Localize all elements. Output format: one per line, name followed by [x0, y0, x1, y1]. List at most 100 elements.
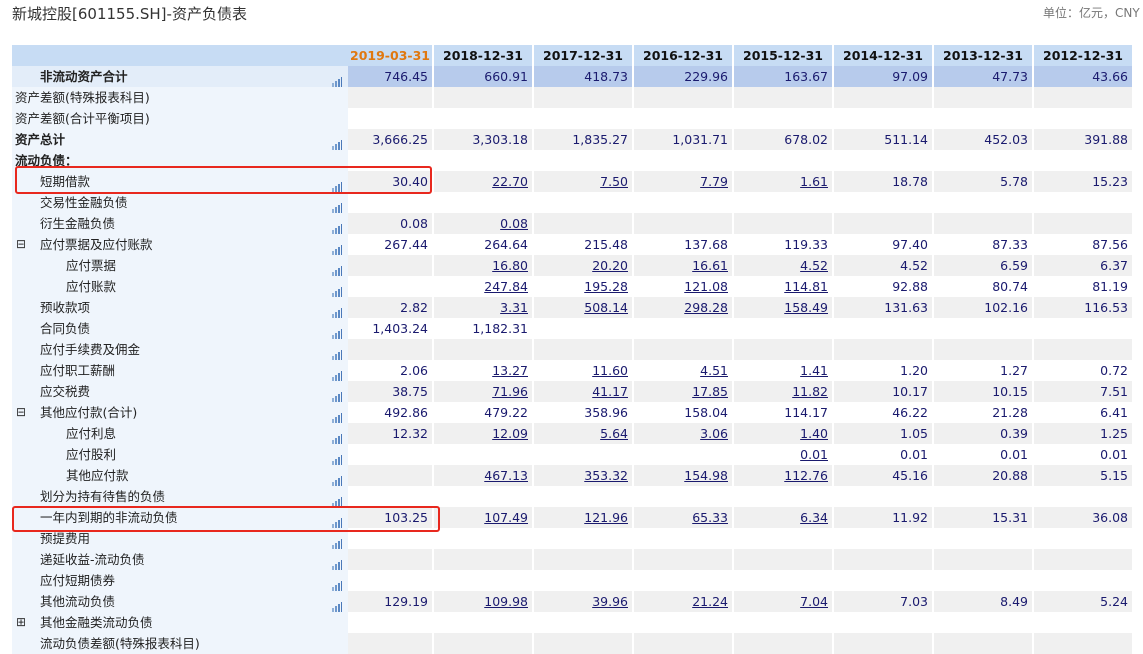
table-row: 资产差额(合计平衡项目): [12, 108, 1134, 129]
value-link[interactable]: 1.40: [800, 426, 828, 441]
value-link[interactable]: 65.33: [692, 510, 728, 525]
value-link[interactable]: 13.27: [492, 363, 528, 378]
value-cell: [934, 549, 1034, 570]
bar-chart-icon[interactable]: [332, 72, 342, 87]
value-link[interactable]: 39.96: [592, 594, 628, 609]
value-link[interactable]: 6.34: [800, 510, 828, 525]
value-link[interactable]: 20.20: [592, 258, 628, 273]
bar-chart-icon[interactable]: [332, 261, 342, 276]
bar-chart-icon[interactable]: [332, 471, 342, 486]
value-link[interactable]: 0.08: [500, 216, 528, 231]
column-header-2013-12-31[interactable]: 2013-12-31: [934, 45, 1034, 66]
bar-chart-icon[interactable]: [332, 576, 342, 591]
minus-box-icon[interactable]: ⊟: [16, 237, 27, 251]
value-link[interactable]: 508.14: [584, 300, 628, 315]
value-cell: 6.34: [734, 507, 834, 528]
bar-chart-icon[interactable]: [332, 429, 342, 444]
bar-chart-icon[interactable]: [332, 135, 342, 150]
value-link[interactable]: 7.79: [700, 174, 728, 189]
value-link[interactable]: 11.60: [592, 363, 628, 378]
value-link[interactable]: 22.70: [492, 174, 528, 189]
value-cell: [734, 108, 834, 129]
value-link[interactable]: 71.96: [492, 384, 528, 399]
value-link[interactable]: 3.31: [500, 300, 528, 315]
value-link[interactable]: 16.80: [492, 258, 528, 273]
row-label: 应付手续费及佣金: [40, 342, 141, 357]
value-link[interactable]: 195.28: [584, 279, 628, 294]
value-link[interactable]: 467.13: [484, 468, 528, 483]
value-link[interactable]: 41.17: [592, 384, 628, 399]
column-header-2019-03-31[interactable]: 2019-03-31: [348, 45, 434, 66]
bar-chart-icon[interactable]: [332, 219, 342, 234]
column-header-2018-12-31[interactable]: 2018-12-31: [434, 45, 534, 66]
value-cell: [934, 339, 1034, 360]
bar-chart-icon[interactable]: [332, 387, 342, 402]
value-cell: 8.49: [934, 591, 1034, 612]
value-cell: 508.14: [534, 297, 634, 318]
value-cell: [634, 570, 734, 591]
bar-chart-icon[interactable]: [332, 282, 342, 297]
bar-chart-icon[interactable]: [332, 450, 342, 465]
value-text: 15.23: [1092, 174, 1128, 189]
value-link[interactable]: 114.81: [784, 279, 828, 294]
bar-chart-icon[interactable]: [332, 492, 342, 507]
value-cell: [1034, 570, 1134, 591]
value-text: 8.49: [1000, 594, 1028, 609]
bar-chart-icon[interactable]: [332, 198, 342, 213]
bar-chart-icon[interactable]: [332, 534, 342, 549]
value-link[interactable]: 158.49: [784, 300, 828, 315]
row-label: 其他金融类流动负债: [40, 615, 153, 630]
value-link[interactable]: 109.98: [484, 594, 528, 609]
value-link[interactable]: 4.52: [800, 258, 828, 273]
value-link[interactable]: 12.09: [492, 426, 528, 441]
value-link[interactable]: 247.84: [484, 279, 528, 294]
column-header-2012-12-31[interactable]: 2012-12-31: [1034, 45, 1134, 66]
highlight-box-current-portion-noncurrent: [12, 506, 440, 532]
bar-chart-icon[interactable]: [332, 324, 342, 339]
value-link[interactable]: 154.98: [684, 468, 728, 483]
value-link[interactable]: 21.24: [692, 594, 728, 609]
value-link[interactable]: 3.06: [700, 426, 728, 441]
value-cell: 5.78: [934, 171, 1034, 192]
value-text: 391.88: [1084, 132, 1128, 147]
value-link[interactable]: 11.82: [792, 384, 828, 399]
value-link[interactable]: 4.51: [700, 363, 728, 378]
column-header-2015-12-31[interactable]: 2015-12-31: [734, 45, 834, 66]
bar-chart-icon[interactable]: [332, 240, 342, 255]
value-link[interactable]: 298.28: [684, 300, 728, 315]
bar-chart-icon[interactable]: [332, 408, 342, 423]
bar-chart-icon[interactable]: [332, 177, 342, 192]
value-link[interactable]: 17.85: [692, 384, 728, 399]
value-cell: [534, 108, 634, 129]
minus-box-icon[interactable]: ⊟: [16, 405, 27, 419]
value-cell: 15.31: [934, 507, 1034, 528]
plus-box-icon[interactable]: ⊞: [16, 615, 27, 629]
value-link[interactable]: 1.41: [800, 363, 828, 378]
value-link[interactable]: 7.50: [600, 174, 628, 189]
value-cell: [434, 87, 534, 108]
column-header-2017-12-31[interactable]: 2017-12-31: [534, 45, 634, 66]
row-label: 资产差额(特殊报表科目): [15, 90, 150, 105]
value-link[interactable]: 121.08: [684, 279, 728, 294]
value-link[interactable]: 0.01: [800, 447, 828, 462]
value-link[interactable]: 7.04: [800, 594, 828, 609]
value-link[interactable]: 1.61: [800, 174, 828, 189]
value-link[interactable]: 353.32: [584, 468, 628, 483]
value-link[interactable]: 107.49: [484, 510, 528, 525]
column-header-2014-12-31[interactable]: 2014-12-31: [834, 45, 934, 66]
value-link[interactable]: 121.96: [584, 510, 628, 525]
bar-chart-icon[interactable]: [332, 555, 342, 570]
value-cell: [934, 318, 1034, 339]
column-header-2016-12-31[interactable]: 2016-12-31: [634, 45, 734, 66]
bar-chart-icon[interactable]: [332, 366, 342, 381]
bar-chart-icon[interactable]: [332, 597, 342, 612]
value-link[interactable]: 16.61: [692, 258, 728, 273]
value-link[interactable]: 112.76: [784, 468, 828, 483]
balance-sheet-table: 2019-03-31 2018-12-31 2017-12-31 2016-12-31…: [12, 45, 1134, 654]
value-cell: [1034, 150, 1134, 171]
value-cell: 18.78: [834, 171, 934, 192]
value-link[interactable]: 5.64: [600, 426, 628, 441]
bar-chart-icon[interactable]: [332, 345, 342, 360]
bar-chart-icon[interactable]: [332, 513, 342, 528]
bar-chart-icon[interactable]: [332, 303, 342, 318]
